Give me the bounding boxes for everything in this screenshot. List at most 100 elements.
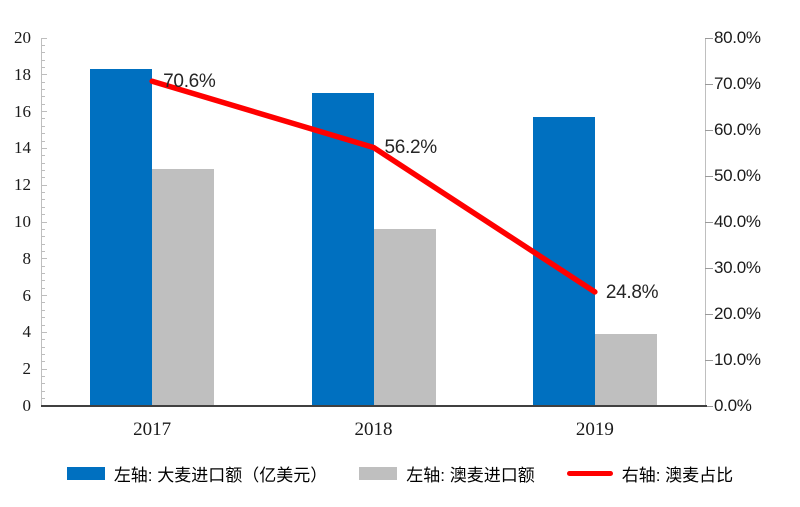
left-axis-minor-tick [42, 111, 47, 113]
left-axis-minor-tick [42, 250, 45, 252]
left-axis-minor-tick [42, 376, 45, 378]
right-axis-tick [705, 37, 713, 39]
left-axis-tick-label: 18 [14, 64, 31, 84]
left-axis-minor-tick [42, 346, 45, 348]
left-axis-minor-tick [42, 199, 45, 201]
left-axis-minor-tick [42, 184, 47, 186]
left-axis-minor-tick [42, 309, 45, 311]
x-axis-line [41, 405, 707, 407]
left-axis-minor-tick [42, 206, 45, 208]
left-axis-minor-tick [42, 133, 45, 135]
left-axis-tick-label: 12 [14, 175, 31, 195]
left-axis-minor-tick [42, 192, 45, 194]
legend-red-line-icon [566, 471, 613, 476]
bar-barley-import-value [311, 93, 374, 406]
left-axis-minor-tick [42, 368, 47, 370]
left-axis-tick-label: 2 [22, 359, 32, 379]
trend-point-label: 24.8% [605, 281, 659, 303]
x-axis-year-label: 2018 [354, 419, 393, 440]
trend-point-label: 56.2% [384, 137, 438, 159]
legend-swatch-blue-bar-icon [66, 467, 105, 480]
left-axis-minor-tick [42, 295, 47, 297]
left-axis-tick-label: 10 [14, 212, 31, 231]
bar-australian-barley-import-value [373, 229, 436, 406]
x-axis-year-label: 2017 [133, 419, 172, 440]
right-axis-tick-label: 20.0% [714, 304, 761, 323]
right-axis-tick-label: 70.0% [714, 74, 761, 93]
left-axis-minor-tick [42, 273, 45, 275]
left-axis-minor-tick [42, 287, 45, 289]
bar-australian-barley-import-value [594, 334, 657, 406]
left-axis-minor-tick [42, 390, 45, 392]
left-axis-minor-tick [42, 258, 47, 260]
left-axis-tick-label: 0 [22, 396, 32, 415]
right-axis-tick [705, 129, 713, 131]
left-axis-minor-tick [42, 89, 45, 91]
legend-label-barley-import: 左轴: 大麦进口额（亿美元） [113, 466, 328, 485]
right-axis-tick [705, 267, 713, 269]
left-axis-minor-tick [42, 59, 45, 61]
left-axis-minor-tick [42, 52, 45, 54]
left-axis-minor-tick [42, 74, 47, 76]
left-axis-minor-tick [42, 324, 45, 326]
right-axis-tick [705, 221, 713, 223]
left-axis-minor-tick [42, 317, 45, 319]
left-axis-minor-tick [42, 331, 47, 333]
left-axis-minor-tick [42, 103, 45, 105]
right-axis-tick-label: 80.0% [714, 28, 761, 47]
right-axis-tick [705, 313, 713, 315]
left-axis-minor-tick [42, 155, 45, 157]
right-axis-tick [705, 175, 713, 177]
bar-barley-import-value [90, 69, 153, 406]
trend-point-label: 70.6% [163, 71, 216, 93]
left-axis-minor-tick [42, 147, 47, 149]
right-axis-tick-label: 10.0% [714, 350, 761, 369]
right-axis-tick [705, 359, 713, 361]
left-axis-tick-label: 14 [14, 138, 31, 158]
legend-item-australian-barley-import: 左轴: 澳麦进口额 [359, 461, 535, 486]
right-axis-tick-label: 30.0% [714, 258, 761, 277]
left-axis-minor-tick [42, 228, 45, 230]
left-axis-minor-tick [42, 361, 45, 363]
left-axis-minor-tick [42, 302, 45, 304]
left-axis-minor-tick [42, 118, 45, 120]
right-axis-tick-label: 0.0% [714, 396, 752, 415]
left-axis-minor-tick [42, 236, 45, 238]
left-axis-line [41, 38, 42, 406]
left-axis-minor-tick [42, 177, 45, 179]
right-axis-tick [705, 83, 713, 85]
left-axis-minor-tick [42, 214, 45, 216]
x-axis-year-label: 2019 [575, 419, 614, 440]
left-axis-minor-tick [42, 398, 45, 400]
legend-item-barley-import: 左轴: 大麦进口额（亿美元） [66, 461, 328, 486]
bar-australian-barley-import-value [152, 168, 215, 406]
left-axis-minor-tick [42, 280, 45, 282]
left-axis-minor-tick [42, 140, 45, 142]
left-axis-minor-tick [42, 96, 45, 98]
left-axis-tick-label: 20 [14, 28, 31, 47]
legend-swatch-gray-bar-icon [359, 467, 398, 480]
left-axis-tick-label: 4 [22, 322, 32, 342]
left-axis-minor-tick [42, 353, 45, 355]
legend-label-australian-barley-import: 左轴: 澳麦进口额 [406, 466, 535, 485]
left-axis-minor-tick [42, 243, 45, 245]
left-axis-tick-label: 16 [14, 101, 31, 121]
right-axis-tick-label: 40.0% [714, 212, 761, 231]
left-axis-minor-tick [42, 221, 47, 223]
left-axis-minor-tick [42, 81, 45, 83]
left-axis-minor-tick [42, 162, 45, 164]
left-axis-minor-tick [42, 383, 45, 385]
right-axis-tick-label: 60.0% [714, 120, 761, 139]
left-axis-minor-tick [42, 37, 47, 39]
left-axis-minor-tick [42, 66, 45, 68]
right-axis-tick [705, 405, 713, 407]
left-axis-minor-tick [42, 44, 45, 46]
left-axis-tick-label: 6 [22, 285, 32, 305]
left-axis-minor-tick [42, 125, 45, 127]
left-axis-minor-tick [42, 169, 45, 171]
left-axis-tick-label: 8 [22, 248, 32, 268]
legend-item-australian-barley-share: 右轴: 澳麦占比 [566, 461, 733, 486]
legend: 左轴: 大麦进口额（亿美元） 左轴: 澳麦进口额 右轴: 澳麦占比 [0, 461, 800, 486]
left-axis-minor-tick [42, 339, 45, 341]
